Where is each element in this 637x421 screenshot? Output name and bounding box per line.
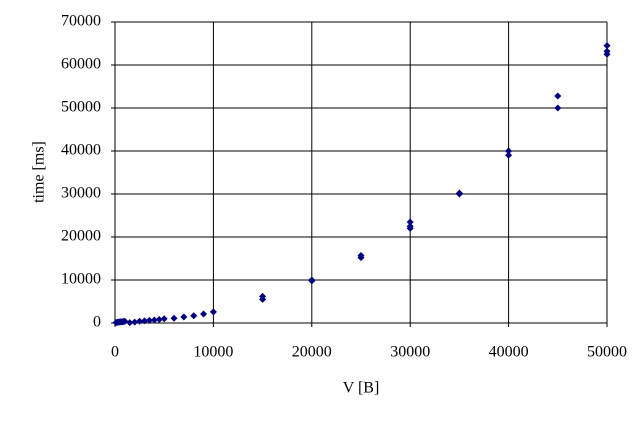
x-tick-label: 40000 bbox=[489, 344, 529, 361]
point bbox=[145, 316, 153, 324]
x-tick-label: 20000 bbox=[292, 344, 332, 361]
y-tick-label: 40000 bbox=[61, 142, 101, 159]
point bbox=[505, 147, 513, 155]
x-tick-label: 50000 bbox=[587, 344, 627, 361]
x-tick-label: 30000 bbox=[390, 344, 430, 361]
y-axis-label: time [ms] bbox=[31, 141, 48, 203]
point bbox=[259, 292, 267, 300]
y-tick-label: 60000 bbox=[61, 56, 101, 73]
point bbox=[308, 276, 316, 284]
point bbox=[554, 92, 562, 100]
point bbox=[160, 315, 168, 323]
y-tick-label: 50000 bbox=[61, 99, 101, 116]
point bbox=[603, 47, 611, 55]
point bbox=[126, 319, 134, 327]
point bbox=[180, 313, 188, 321]
point bbox=[554, 104, 562, 112]
point bbox=[155, 316, 163, 324]
point bbox=[603, 42, 611, 50]
y-tick-label: 30000 bbox=[61, 185, 101, 202]
point bbox=[121, 317, 129, 325]
point bbox=[357, 251, 365, 259]
point bbox=[406, 218, 414, 226]
point bbox=[406, 222, 414, 230]
point bbox=[150, 316, 158, 324]
y-tick-label: 20000 bbox=[61, 228, 101, 245]
y-tick-label: 0 bbox=[93, 314, 101, 331]
x-tick-label: 0 bbox=[111, 344, 119, 361]
point bbox=[505, 151, 513, 159]
point bbox=[209, 308, 217, 316]
y-tick-label: 70000 bbox=[61, 13, 101, 30]
point bbox=[131, 318, 139, 326]
point bbox=[200, 310, 208, 318]
x-axis-label: V [B] bbox=[343, 380, 380, 397]
point bbox=[170, 314, 178, 322]
point bbox=[455, 189, 463, 197]
point bbox=[136, 317, 144, 325]
x-tick-label: 10000 bbox=[193, 344, 233, 361]
point bbox=[141, 317, 149, 325]
point bbox=[190, 312, 198, 320]
y-tick-label: 10000 bbox=[61, 271, 101, 288]
